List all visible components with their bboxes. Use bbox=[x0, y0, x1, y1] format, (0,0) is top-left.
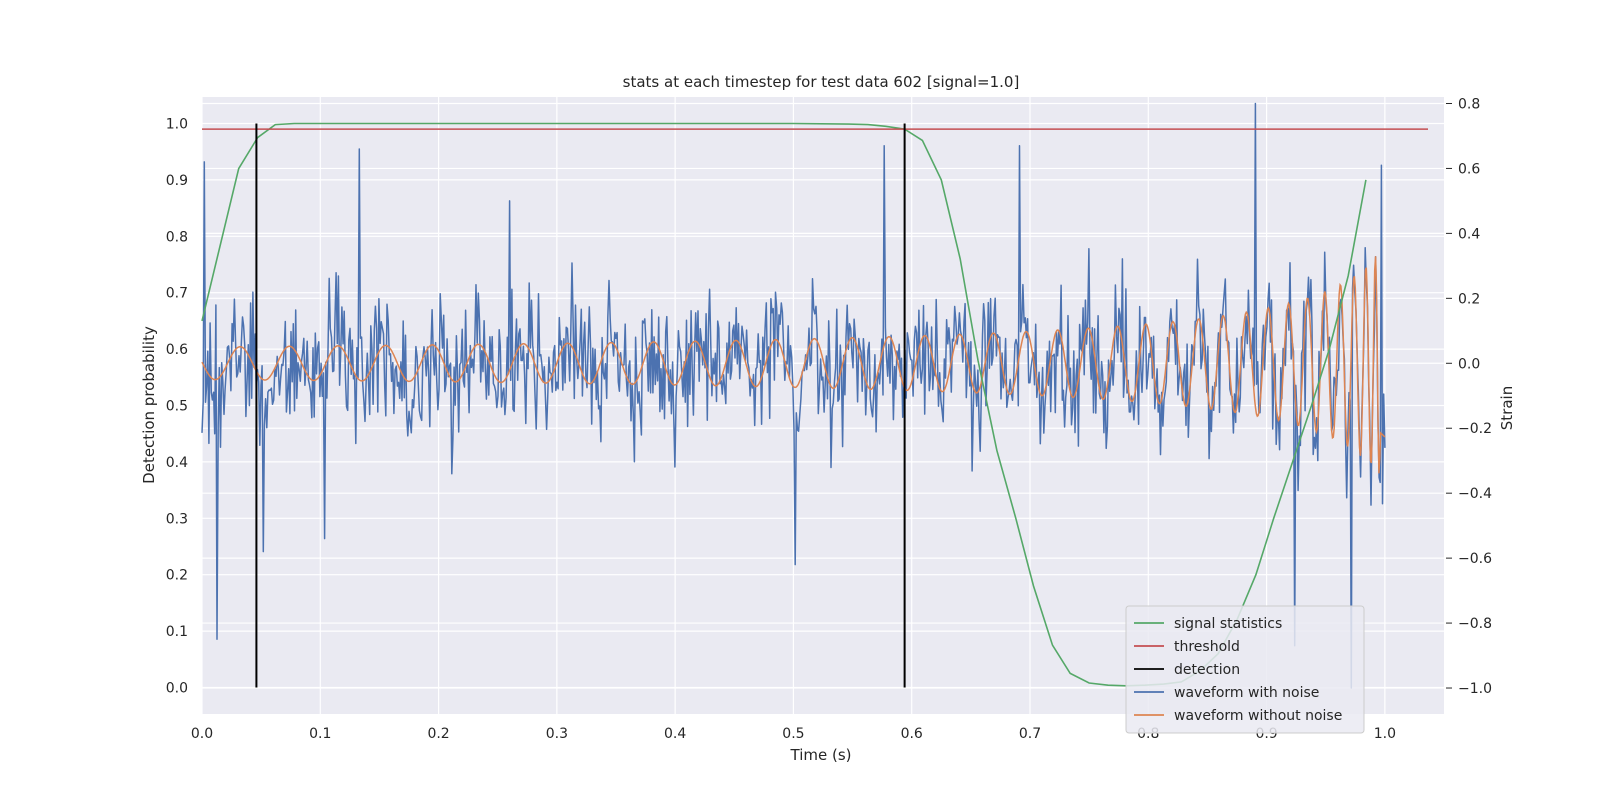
y-left-tick-label: 0.8 bbox=[166, 229, 188, 245]
x-tick-label: 0.2 bbox=[427, 726, 449, 742]
y-left-tick-label: 0.1 bbox=[166, 624, 188, 640]
y-left-tick-label: 0.3 bbox=[166, 511, 188, 527]
legend-label: waveform without noise bbox=[1174, 708, 1342, 724]
legend: signal statistics threshold detection wavef… bbox=[1125, 605, 1365, 734]
y-left-tick-label: 0.4 bbox=[166, 455, 188, 471]
axes-labels: stats at each timestep for test data 602… bbox=[140, 73, 1516, 764]
legend-label: signal statistics bbox=[1174, 616, 1282, 632]
legend-label: waveform with noise bbox=[1174, 685, 1319, 701]
y-left-tick-label: 0.5 bbox=[166, 399, 188, 415]
y-axis-left-label: Detection probability bbox=[140, 326, 158, 484]
chart-title: stats at each timestep for test data 602… bbox=[623, 73, 1020, 91]
x-tick-label: 1.0 bbox=[1374, 726, 1396, 742]
waveform-without-noise-line bbox=[201, 256, 1386, 474]
x-tick-label: 0.3 bbox=[546, 726, 568, 742]
y-right-tick-label: 0.6 bbox=[1458, 161, 1480, 177]
y-left-tick-label: 0.6 bbox=[166, 342, 188, 358]
x-tick-label: 0.6 bbox=[901, 726, 923, 742]
y-right-tick-label: 0.8 bbox=[1458, 96, 1480, 112]
y-left-tick-label: 0.9 bbox=[166, 173, 188, 189]
y-axis-right-label: Strain bbox=[1498, 386, 1516, 430]
x-tick-label: 0.5 bbox=[782, 726, 804, 742]
y-right-tick-label: −0.4 bbox=[1458, 486, 1492, 502]
x-tick-label: 0.4 bbox=[664, 726, 686, 742]
y-right-tick-label: −0.2 bbox=[1458, 421, 1492, 437]
y-left-tick-label: 1.0 bbox=[166, 117, 188, 133]
y-right-tick-label: 0.0 bbox=[1458, 356, 1480, 372]
signal-statistics-line bbox=[201, 122, 1367, 687]
y-right-tick-label: −0.6 bbox=[1458, 551, 1492, 567]
y-left-tick-label: 0.0 bbox=[166, 680, 188, 696]
x-tick-label: 0.0 bbox=[191, 726, 213, 742]
legend-box bbox=[1125, 605, 1365, 734]
legend-label: detection bbox=[1174, 662, 1240, 678]
x-axis-label: Time (s) bbox=[790, 746, 852, 764]
plot-area: 0.0 0.1 0.2 0.3 0.4 0.5 0.6 0.7 0.8 0.9 1.0 0.0 0.1 0… bbox=[166, 96, 1492, 742]
legend-label: threshold bbox=[1174, 639, 1240, 655]
y-right-tick-label: −0.8 bbox=[1458, 616, 1492, 632]
y-left-tick-label: 0.7 bbox=[166, 286, 188, 302]
y-left-tick-label: 0.2 bbox=[166, 568, 188, 584]
y-right-tick-label: −1.0 bbox=[1458, 681, 1492, 697]
x-tick-label: 0.7 bbox=[1019, 726, 1041, 742]
x-tick-label: 0.1 bbox=[309, 726, 331, 742]
y-right-tick-label: 0.2 bbox=[1458, 291, 1480, 307]
waveform-with-noise-line bbox=[201, 102, 1386, 689]
y-right-tick-label: 0.4 bbox=[1458, 226, 1480, 242]
